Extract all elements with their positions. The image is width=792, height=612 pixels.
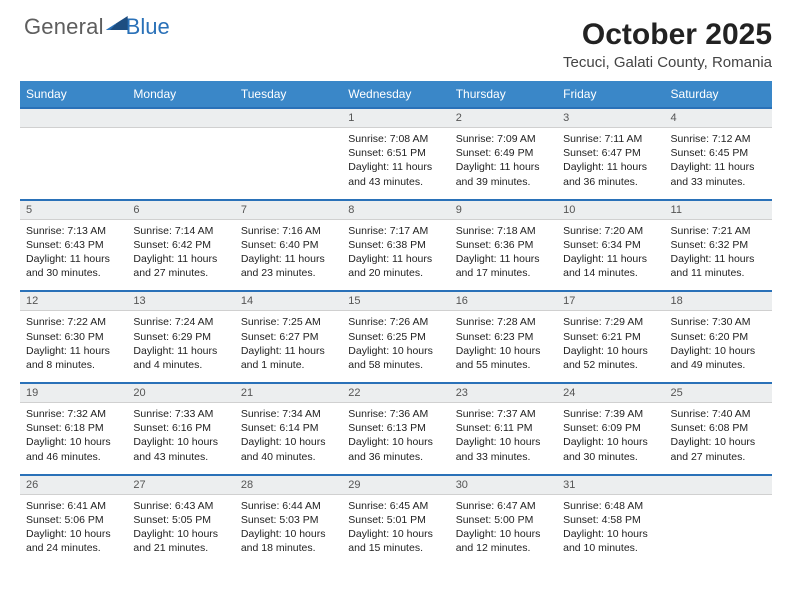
day-number: 23 <box>450 383 557 403</box>
day-info: Sunrise: 6:47 AMSunset: 5:00 PMDaylight:… <box>450 494 557 565</box>
day-number: 12 <box>20 291 127 311</box>
day-number: 1 <box>342 108 449 128</box>
logo: General Blue <box>24 14 170 40</box>
day-number: 10 <box>557 200 664 220</box>
day-number: 29 <box>342 475 449 495</box>
day-number: 17 <box>557 291 664 311</box>
day-header: Wednesday <box>342 81 449 108</box>
day-number: 16 <box>450 291 557 311</box>
day-info: Sunrise: 6:41 AMSunset: 5:06 PMDaylight:… <box>20 494 127 565</box>
day-info: Sunrise: 6:45 AMSunset: 5:01 PMDaylight:… <box>342 494 449 565</box>
day-number: 21 <box>235 383 342 403</box>
day-info <box>665 494 772 565</box>
day-info <box>20 128 127 200</box>
day-info: Sunrise: 7:34 AMSunset: 6:14 PMDaylight:… <box>235 403 342 475</box>
day-info: Sunrise: 6:43 AMSunset: 5:05 PMDaylight:… <box>127 494 234 565</box>
day-info: Sunrise: 7:08 AMSunset: 6:51 PMDaylight:… <box>342 128 449 200</box>
day-info: Sunrise: 7:22 AMSunset: 6:30 PMDaylight:… <box>20 311 127 383</box>
day-number <box>665 475 772 495</box>
day-header: Sunday <box>20 81 127 108</box>
day-number: 26 <box>20 475 127 495</box>
day-number: 5 <box>20 200 127 220</box>
day-info: Sunrise: 7:32 AMSunset: 6:18 PMDaylight:… <box>20 403 127 475</box>
day-number: 19 <box>20 383 127 403</box>
day-info: Sunrise: 6:48 AMSunset: 4:58 PMDaylight:… <box>557 494 664 565</box>
day-info: Sunrise: 7:20 AMSunset: 6:34 PMDaylight:… <box>557 219 664 291</box>
day-info <box>127 128 234 200</box>
day-number: 2 <box>450 108 557 128</box>
day-info: Sunrise: 7:40 AMSunset: 6:08 PMDaylight:… <box>665 403 772 475</box>
calendar-table: SundayMondayTuesdayWednesdayThursdayFrid… <box>20 81 772 565</box>
day-number: 27 <box>127 475 234 495</box>
day-info <box>235 128 342 200</box>
day-info: Sunrise: 7:39 AMSunset: 6:09 PMDaylight:… <box>557 403 664 475</box>
day-number: 11 <box>665 200 772 220</box>
day-number: 6 <box>127 200 234 220</box>
day-info: Sunrise: 7:26 AMSunset: 6:25 PMDaylight:… <box>342 311 449 383</box>
day-number <box>127 108 234 128</box>
day-info: Sunrise: 7:28 AMSunset: 6:23 PMDaylight:… <box>450 311 557 383</box>
day-number <box>20 108 127 128</box>
day-number: 24 <box>557 383 664 403</box>
day-info: Sunrise: 7:25 AMSunset: 6:27 PMDaylight:… <box>235 311 342 383</box>
day-header: Tuesday <box>235 81 342 108</box>
day-info: Sunrise: 7:14 AMSunset: 6:42 PMDaylight:… <box>127 219 234 291</box>
day-info: Sunrise: 7:24 AMSunset: 6:29 PMDaylight:… <box>127 311 234 383</box>
day-number: 7 <box>235 200 342 220</box>
logo-triangle-icon <box>106 16 128 30</box>
day-number: 20 <box>127 383 234 403</box>
day-number: 8 <box>342 200 449 220</box>
logo-text-general: General <box>24 14 104 40</box>
day-number: 25 <box>665 383 772 403</box>
day-info: Sunrise: 7:33 AMSunset: 6:16 PMDaylight:… <box>127 403 234 475</box>
day-info: Sunrise: 7:17 AMSunset: 6:38 PMDaylight:… <box>342 219 449 291</box>
day-info: Sunrise: 6:44 AMSunset: 5:03 PMDaylight:… <box>235 494 342 565</box>
day-info: Sunrise: 7:12 AMSunset: 6:45 PMDaylight:… <box>665 128 772 200</box>
day-number: 30 <box>450 475 557 495</box>
location: Tecuci, Galati County, Romania <box>20 54 772 71</box>
day-header: Friday <box>557 81 664 108</box>
day-info: Sunrise: 7:09 AMSunset: 6:49 PMDaylight:… <box>450 128 557 200</box>
day-number: 28 <box>235 475 342 495</box>
day-number: 15 <box>342 291 449 311</box>
day-info: Sunrise: 7:18 AMSunset: 6:36 PMDaylight:… <box>450 219 557 291</box>
day-info: Sunrise: 7:37 AMSunset: 6:11 PMDaylight:… <box>450 403 557 475</box>
day-info: Sunrise: 7:29 AMSunset: 6:21 PMDaylight:… <box>557 311 664 383</box>
day-number: 13 <box>127 291 234 311</box>
day-header: Monday <box>127 81 234 108</box>
day-number: 4 <box>665 108 772 128</box>
day-header: Saturday <box>665 81 772 108</box>
day-number: 3 <box>557 108 664 128</box>
day-header: Thursday <box>450 81 557 108</box>
day-number: 31 <box>557 475 664 495</box>
day-number: 14 <box>235 291 342 311</box>
day-info: Sunrise: 7:11 AMSunset: 6:47 PMDaylight:… <box>557 128 664 200</box>
day-number: 18 <box>665 291 772 311</box>
day-info: Sunrise: 7:21 AMSunset: 6:32 PMDaylight:… <box>665 219 772 291</box>
day-number <box>235 108 342 128</box>
day-info: Sunrise: 7:36 AMSunset: 6:13 PMDaylight:… <box>342 403 449 475</box>
day-info: Sunrise: 7:13 AMSunset: 6:43 PMDaylight:… <box>20 219 127 291</box>
day-number: 9 <box>450 200 557 220</box>
logo-text-blue: Blue <box>126 14 170 40</box>
day-info: Sunrise: 7:30 AMSunset: 6:20 PMDaylight:… <box>665 311 772 383</box>
day-number: 22 <box>342 383 449 403</box>
day-info: Sunrise: 7:16 AMSunset: 6:40 PMDaylight:… <box>235 219 342 291</box>
